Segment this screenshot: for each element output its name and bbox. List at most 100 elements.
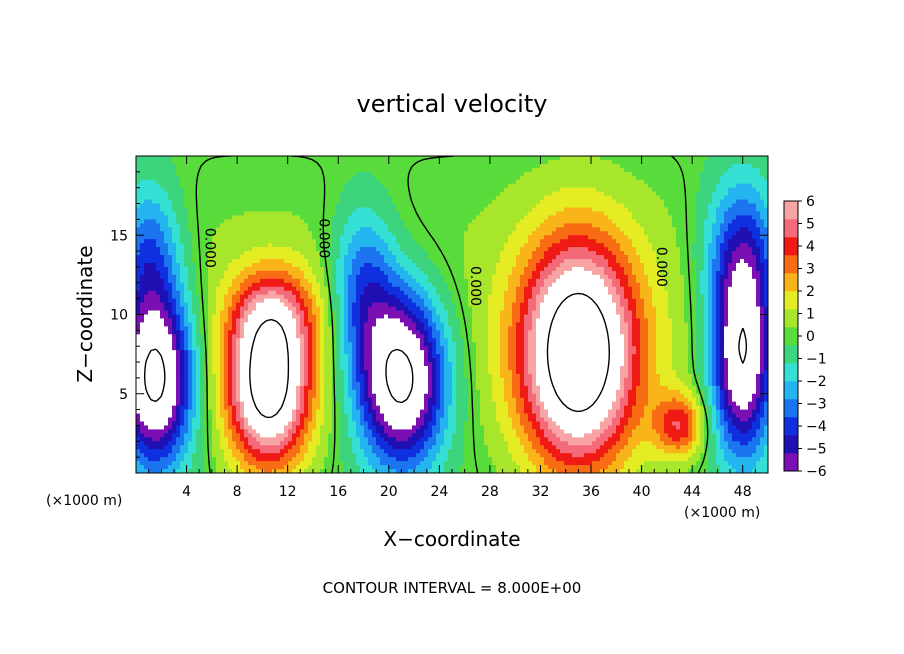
heatmap-cell	[416, 187, 421, 193]
heatmap-cell	[192, 227, 197, 232]
heatmap-cell	[196, 183, 201, 189]
heatmap-cell	[320, 223, 325, 228]
heatmap-cell	[452, 195, 457, 201]
heatmap-cell	[624, 175, 629, 181]
heatmap-cell	[492, 183, 497, 189]
heatmap-cell	[296, 191, 301, 197]
heatmap-cell	[356, 215, 361, 220]
heatmap-cell	[716, 191, 721, 197]
heatmap-cell	[504, 278, 509, 284]
heatmap-cell	[708, 219, 713, 224]
heatmap-cell	[552, 266, 557, 272]
heatmap-cell	[436, 163, 441, 169]
heatmap-cell	[316, 187, 321, 193]
heatmap-cell	[272, 207, 277, 213]
heatmap-cell	[392, 227, 397, 232]
heatmap-cell	[224, 274, 229, 280]
heatmap-cell	[700, 191, 705, 197]
heatmap-cell	[312, 183, 317, 189]
heatmap-cell	[388, 266, 393, 272]
heatmap-cell	[632, 231, 637, 236]
heatmap-cell	[160, 247, 165, 252]
heatmap-cell	[456, 235, 461, 240]
heatmap-cell	[704, 183, 709, 189]
heatmap-cell	[488, 227, 493, 232]
heatmap-cell	[640, 179, 645, 185]
heatmap-cell	[536, 175, 541, 181]
heatmap-cell	[716, 270, 721, 276]
heatmap-cell	[616, 227, 621, 232]
heatmap-cell	[732, 239, 737, 244]
heatmap-cell	[400, 255, 405, 260]
heatmap-cell	[744, 239, 749, 244]
heatmap-cell	[696, 179, 701, 185]
heatmap-cell	[228, 274, 233, 280]
heatmap-cell	[448, 278, 453, 284]
heatmap-cell	[288, 243, 293, 248]
heatmap-cell	[296, 227, 301, 232]
heatmap-cell	[696, 219, 701, 224]
heatmap-cell	[696, 203, 701, 209]
heatmap-cell	[316, 203, 321, 209]
heatmap-cell	[516, 207, 521, 213]
heatmap-cell	[732, 211, 737, 217]
heatmap-cell	[704, 243, 709, 248]
heatmap-cell	[324, 159, 329, 165]
heatmap-cell	[596, 227, 601, 232]
heatmap-cell	[608, 235, 613, 240]
heatmap-cell	[496, 251, 501, 256]
heatmap-cell	[592, 247, 597, 252]
heatmap-cell	[564, 199, 569, 205]
heatmap-cell	[244, 262, 249, 268]
heatmap-cell	[232, 195, 237, 201]
heatmap-cell	[748, 235, 753, 240]
heatmap-cell	[284, 239, 289, 244]
heatmap-cell	[616, 195, 621, 201]
heatmap-cell	[164, 259, 169, 264]
heatmap-cell	[616, 270, 621, 276]
heatmap-cell	[464, 223, 469, 228]
heatmap-cell	[444, 183, 449, 189]
heatmap-cell	[504, 239, 509, 244]
heatmap-cell	[728, 195, 733, 201]
heatmap-cell	[168, 247, 173, 252]
heatmap-cell	[364, 243, 369, 248]
heatmap-cell	[476, 278, 481, 284]
heatmap-cell	[312, 171, 317, 177]
heatmap-cell	[388, 255, 393, 260]
heatmap-cell	[368, 156, 373, 161]
heatmap-cell	[444, 255, 449, 260]
heatmap-cell	[348, 255, 353, 260]
heatmap-cell	[260, 195, 265, 201]
heatmap-cell	[612, 163, 617, 169]
heatmap-cell	[376, 239, 381, 244]
heatmap-cell	[752, 195, 757, 201]
heatmap-cell	[728, 175, 733, 181]
heatmap-cell	[712, 159, 717, 165]
heatmap-cell	[240, 270, 245, 276]
heatmap-cell	[580, 187, 585, 193]
heatmap-cell	[536, 211, 541, 217]
heatmap-cell	[700, 227, 705, 232]
heatmap-cell	[288, 255, 293, 260]
heatmap-cell	[572, 259, 577, 264]
heatmap-cell	[560, 255, 565, 260]
heatmap-cell	[528, 191, 533, 197]
heatmap-cell	[160, 231, 165, 236]
heatmap-cell	[336, 203, 341, 209]
heatmap-cell	[216, 262, 221, 268]
heatmap-cell	[760, 156, 765, 161]
heatmap-cell	[384, 163, 389, 169]
heatmap-cell	[300, 163, 305, 169]
heatmap-cell	[536, 243, 541, 248]
heatmap-cell	[676, 175, 681, 181]
heatmap-cell	[420, 159, 425, 165]
heatmap-cell	[604, 207, 609, 213]
heatmap-cell	[700, 247, 705, 252]
heatmap-cell	[156, 156, 161, 161]
heatmap-cell	[500, 183, 505, 189]
heatmap-cell	[544, 175, 549, 181]
heatmap-cell	[220, 159, 225, 165]
heatmap-cell	[248, 255, 253, 260]
heatmap-cell	[372, 187, 377, 193]
